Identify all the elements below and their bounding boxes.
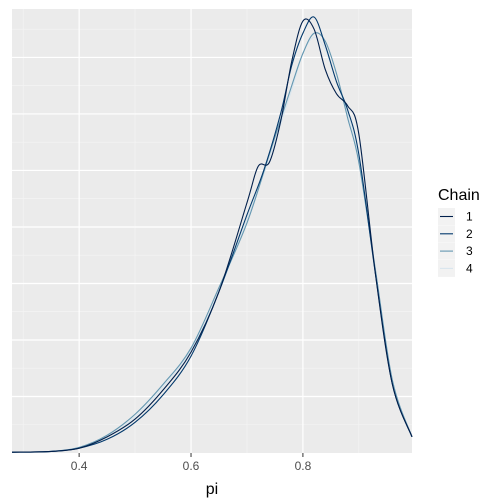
legend-label-chain-2: 2 xyxy=(466,227,473,241)
density-lines xyxy=(11,16,413,453)
x-tick-label: 0.4 xyxy=(71,459,88,473)
density-line-chain-3 xyxy=(11,32,413,453)
plot-panel xyxy=(12,9,412,453)
legend-items: 1 2 3 4 xyxy=(438,208,473,277)
legend-label-chain-1: 1 xyxy=(466,210,473,224)
legend-title: Chain xyxy=(438,187,480,204)
density-line-chain-2 xyxy=(11,16,413,453)
legend: Chain 1 2 3 4 xyxy=(438,187,480,277)
x-tick-label: 0.6 xyxy=(183,459,200,473)
x-axis-title: pi xyxy=(206,481,218,498)
x-tick-label: 0.8 xyxy=(295,459,312,473)
x-axis-ticks: 0.4 0.6 0.8 xyxy=(71,453,312,473)
density-line-chain-1 xyxy=(11,18,413,453)
legend-label-chain-4: 4 xyxy=(466,261,473,275)
legend-label-chain-3: 3 xyxy=(466,244,473,258)
major-gridlines xyxy=(12,9,412,453)
